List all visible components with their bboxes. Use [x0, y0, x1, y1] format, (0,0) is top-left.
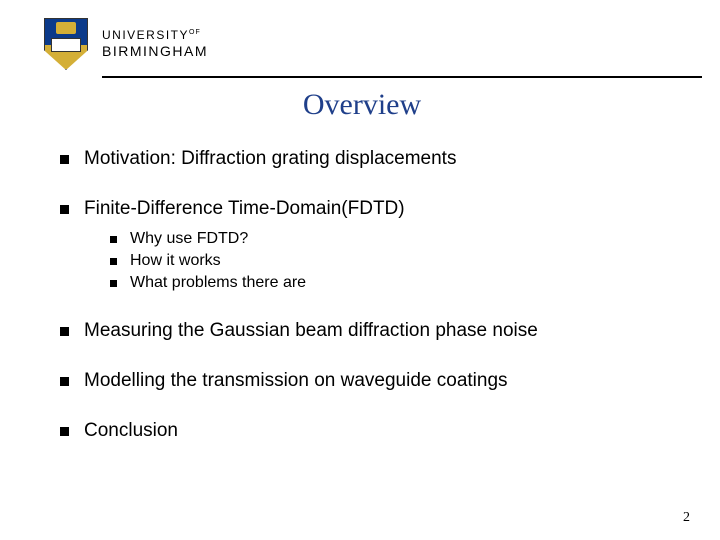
- sub-bullet-item: What problems there are: [110, 274, 680, 292]
- header: UNIVERSITYOF BIRMINGHAM: [44, 18, 680, 70]
- bullet-item: Motivation: Diffraction grating displace…: [60, 148, 680, 170]
- sub-bullet-text: Why use FDTD?: [130, 230, 248, 247]
- sub-bullet-text: How it works: [130, 252, 221, 269]
- sub-bullet-text: What problems there are: [130, 274, 306, 291]
- bullet-text: Modelling the transmission on waveguide …: [84, 370, 508, 391]
- bullet-item: Modelling the transmission on waveguide …: [60, 370, 680, 392]
- university-of: OF: [189, 29, 201, 36]
- university-line1: UNIVERSITYOF: [102, 29, 208, 42]
- sub-bullet-item: How it works: [110, 252, 680, 270]
- bullet-text: Conclusion: [84, 420, 178, 441]
- university-crest-icon: [44, 18, 88, 70]
- bullet-text: Finite-Difference Time-Domain(FDTD): [84, 198, 405, 219]
- bullet-item: Conclusion: [60, 420, 680, 442]
- bullet-text: Measuring the Gaussian beam diffraction …: [84, 320, 538, 341]
- content-area: Motivation: Diffraction grating displace…: [44, 148, 680, 442]
- university-name: UNIVERSITYOF BIRMINGHAM: [102, 29, 208, 58]
- book-icon: [51, 38, 81, 52]
- university-text-1: UNIVERSITY: [102, 28, 189, 42]
- bullet-text: Motivation: Diffraction grating displace…: [84, 148, 456, 169]
- sub-bullet-list: Why use FDTD? How it works What problems…: [84, 230, 680, 292]
- header-rule: [102, 76, 702, 78]
- slide: UNIVERSITYOF BIRMINGHAM Overview Motivat…: [0, 0, 720, 540]
- page-number: 2: [683, 510, 690, 526]
- slide-title: Overview: [44, 88, 680, 122]
- bullet-list: Motivation: Diffraction grating displace…: [60, 148, 680, 442]
- sub-bullet-item: Why use FDTD?: [110, 230, 680, 248]
- bullet-item: Measuring the Gaussian beam diffraction …: [60, 320, 680, 342]
- university-line2: BIRMINGHAM: [102, 44, 208, 59]
- lion-icon: [56, 22, 76, 34]
- bullet-item: Finite-Difference Time-Domain(FDTD) Why …: [60, 198, 680, 292]
